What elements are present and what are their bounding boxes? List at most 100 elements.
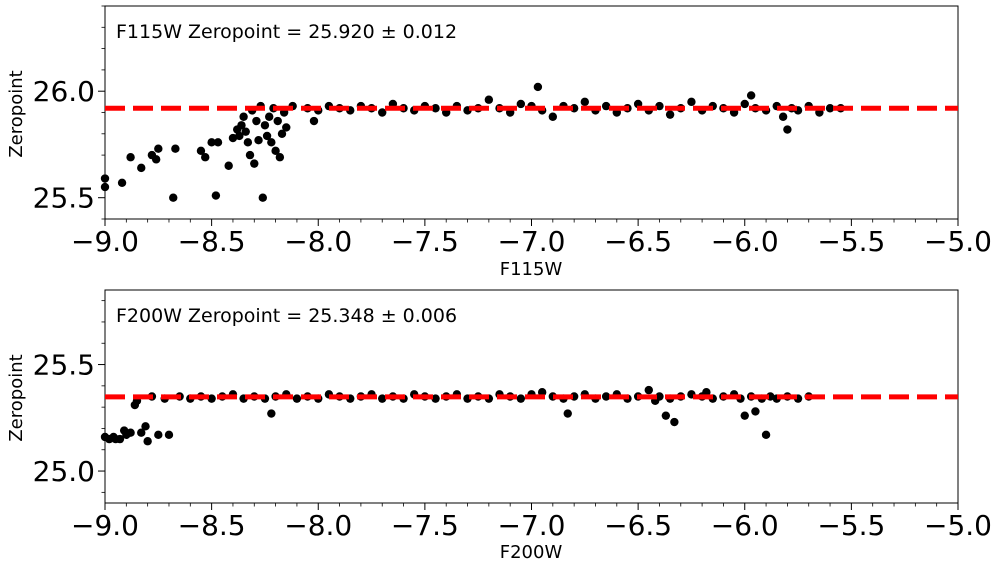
data-point <box>275 153 285 162</box>
zeropoint-annotation: F115W Zeropoint = 25.920 ± 0.012 <box>116 21 457 43</box>
data-point <box>126 428 135 437</box>
data-point <box>262 131 272 141</box>
data-point <box>250 159 259 168</box>
data-point <box>235 131 244 141</box>
data-point <box>207 138 216 147</box>
x-axis-ticks: −9.0 −8.5 −8.0 −7.5 −7.0 −6.5 −6.0 −5.5 −5.0 <box>71 219 992 258</box>
data-point <box>548 112 558 121</box>
data-point <box>228 133 238 143</box>
data-point <box>825 104 835 113</box>
data-point <box>484 95 494 104</box>
data-point <box>154 430 163 440</box>
data-point <box>100 182 110 192</box>
data-point <box>137 428 146 437</box>
x-tick-label: −6.0 <box>711 509 779 542</box>
x-axis-ticks: −9.0 −8.5 −8.0 −7.5 −7.0 −6.5 −6.0 −5.5 −5.0 <box>71 503 992 542</box>
data-point <box>378 394 387 403</box>
data-point <box>282 123 291 132</box>
data-points <box>100 82 845 202</box>
data-point <box>239 112 248 121</box>
data-point <box>563 409 572 418</box>
x-tick-label: −8.0 <box>284 225 352 258</box>
data-point <box>740 99 749 109</box>
x-tick-label: −7.0 <box>498 509 566 542</box>
data-point <box>252 116 261 126</box>
x-tick-label: −8.5 <box>178 225 246 258</box>
data-point <box>245 150 255 160</box>
x-axis-label: F115W <box>500 259 563 280</box>
data-point <box>141 422 150 431</box>
data-point <box>267 138 276 147</box>
data-point <box>213 138 223 147</box>
data-point <box>702 388 711 397</box>
x-tick-label: −9.0 <box>71 509 139 542</box>
x-tick-label: −6.5 <box>604 509 672 542</box>
data-point <box>207 394 216 403</box>
x-tick-label: −8.5 <box>178 509 246 542</box>
data-point <box>687 97 696 107</box>
data-point <box>644 385 653 395</box>
data-point <box>533 82 543 92</box>
data-point <box>655 101 664 111</box>
x-tick-label: −6.0 <box>711 225 779 258</box>
data-point <box>655 392 664 401</box>
data-point <box>292 394 302 403</box>
data-point <box>243 138 253 147</box>
data-point <box>169 193 178 202</box>
data-point <box>151 155 161 164</box>
x-tick-label: −5.5 <box>817 509 885 542</box>
x-tick-label: −9.0 <box>71 225 139 258</box>
data-point <box>237 121 246 130</box>
panel-f115w: −9.0 −8.5 −8.0 −7.5 −7.0 −6.5 −6.0 −5.5 −5.0 25.… <box>6 5 992 280</box>
data-point <box>661 411 671 420</box>
data-point <box>601 101 611 111</box>
x-tick-label: −8.0 <box>284 509 352 542</box>
data-point <box>267 409 276 418</box>
y-axis-ticks: 25.0 25.5 <box>33 300 105 493</box>
data-point <box>171 144 180 153</box>
y-tick-label: 25.5 <box>33 349 95 382</box>
data-point <box>378 108 387 117</box>
data-point <box>271 146 280 156</box>
data-point <box>201 153 210 162</box>
data-point <box>516 394 526 403</box>
data-point <box>740 411 749 420</box>
y-tick-label: 25.0 <box>33 455 95 488</box>
data-point <box>273 116 282 126</box>
zeropoint-annotation: F200W Zeropoint = 25.348 ± 0.006 <box>116 305 457 327</box>
x-tick-label: −7.0 <box>498 225 566 258</box>
data-point <box>665 110 675 119</box>
x-tick-label: −5.0 <box>924 509 992 542</box>
data-point <box>277 129 287 138</box>
x-axis-label: F200W <box>500 542 563 563</box>
data-point <box>778 112 788 121</box>
data-point <box>751 407 760 416</box>
y-axis-label: Zeropoint <box>6 354 27 441</box>
data-point <box>254 135 263 145</box>
data-point <box>126 153 135 162</box>
x-tick-label: −7.5 <box>391 509 459 542</box>
data-point <box>746 91 756 100</box>
data-point <box>431 394 440 403</box>
data-point <box>211 191 221 200</box>
data-point <box>137 163 146 173</box>
data-point <box>100 174 110 183</box>
y-axis-ticks: 25.5 26.0 <box>33 5 105 220</box>
data-point <box>516 99 526 109</box>
data-point <box>601 392 611 401</box>
data-point <box>265 112 274 121</box>
y-tick-label: 26.0 <box>33 75 95 108</box>
data-point <box>260 121 270 130</box>
x-tick-label: −6.5 <box>604 225 672 258</box>
x-tick-label: −7.5 <box>391 225 459 258</box>
y-tick-label: 25.5 <box>33 182 95 215</box>
data-point <box>241 127 250 136</box>
data-point <box>431 104 440 113</box>
data-point <box>537 388 547 397</box>
data-point <box>224 161 233 170</box>
data-point <box>115 434 125 444</box>
data-point <box>309 116 319 126</box>
data-point <box>154 144 163 153</box>
x-tick-label: −5.5 <box>817 225 885 258</box>
